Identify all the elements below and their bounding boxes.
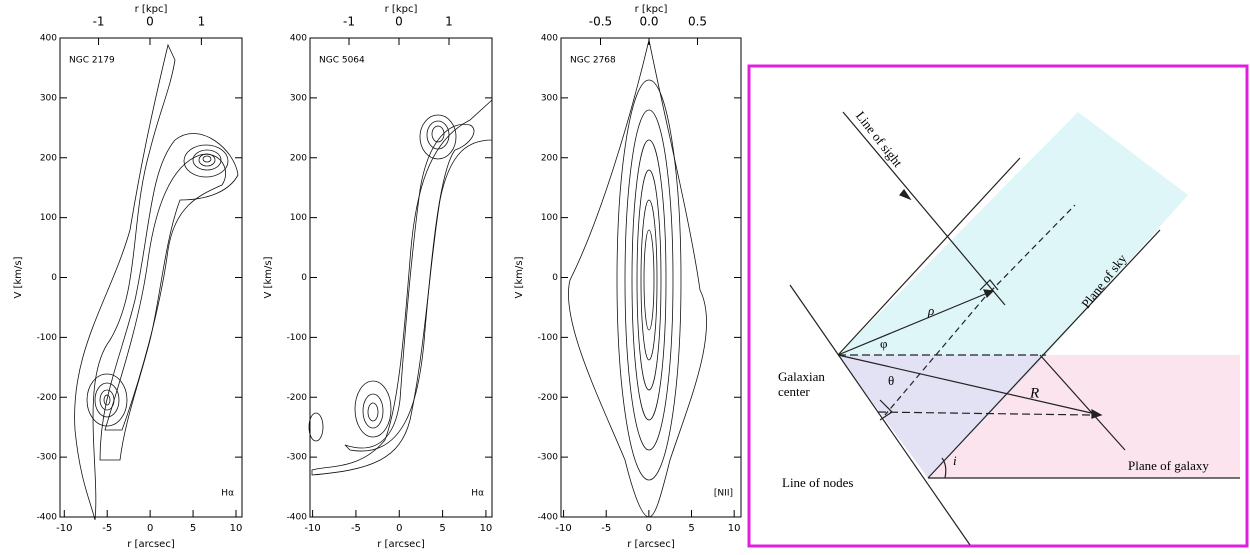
y-tick-label: 200 <box>40 153 57 163</box>
top-axis-label: r [kpc] <box>385 4 418 15</box>
y-tick-label: 100 <box>541 213 558 223</box>
R-label: R <box>1029 385 1039 401</box>
y-tick-label: -400 <box>37 513 58 523</box>
y-tick-label: 200 <box>541 153 558 163</box>
x-tick-label: 5 <box>439 523 445 534</box>
figure: Line of sightPlane of skyρφθGalaxiancent… <box>0 0 1250 555</box>
x2-tick-label: -1 <box>343 15 355 29</box>
contours-2 <box>309 100 492 475</box>
y-tick-label: 300 <box>290 93 307 103</box>
y-tick-label: -100 <box>538 333 559 343</box>
x-tick-label: 10 <box>230 523 243 534</box>
galaxy-name: NGC 2768 <box>570 56 616 66</box>
x-axis-label: r [arcsec] <box>627 539 675 550</box>
plot-frame <box>60 38 242 517</box>
x2-tick-label: 1 <box>198 15 206 29</box>
y-tick-label: -300 <box>538 453 559 463</box>
y-tick-label: 200 <box>290 153 307 163</box>
y-tick-label: 300 <box>541 93 558 103</box>
phi-label: φ <box>880 336 888 351</box>
y-tick-label: -300 <box>287 453 308 463</box>
page: Line of sightPlane of skyρφθGalaxiancent… <box>0 0 1250 555</box>
x-tick-label: -10 <box>56 523 72 534</box>
x-tick-label: -10 <box>555 523 571 534</box>
y-tick-label: 400 <box>40 34 57 44</box>
y-tick-label: -200 <box>37 393 58 403</box>
contours-3 <box>568 40 706 517</box>
i-label: i <box>953 453 957 468</box>
x-tick-label: 10 <box>728 523 741 534</box>
plot-frame <box>310 38 492 517</box>
x-tick-label: 5 <box>190 523 196 534</box>
plane-of-galaxy-label: Plane of galaxy <box>1128 458 1209 473</box>
x-tick-label: 0 <box>147 523 153 534</box>
y-tick-label: -100 <box>37 333 58 343</box>
y-tick-label: 0 <box>51 273 57 283</box>
x-tick-label: -5 <box>601 523 611 534</box>
y-axis-label: V [km/s] <box>514 256 525 298</box>
y-tick-label: -200 <box>538 393 559 403</box>
galaxy-name: NGC 2179 <box>69 56 115 66</box>
y-tick-label: 300 <box>40 93 57 103</box>
y-tick-label: 0 <box>301 273 307 283</box>
galaxian-center-label: center <box>778 384 810 399</box>
plot-frame <box>561 38 741 517</box>
rho-label: ρ <box>927 303 934 318</box>
contours-1 <box>75 45 238 520</box>
y-axis-label: V [km/s] <box>263 256 274 298</box>
x-tick-label: 0 <box>646 523 652 534</box>
y-tick-label: 100 <box>290 213 307 223</box>
y-axis-label: V [km/s] <box>13 256 24 298</box>
line-label: [NII] <box>714 489 733 499</box>
x-tick-label: -10 <box>304 523 320 534</box>
line-label: Hα <box>221 489 234 499</box>
x-tick-label: 5 <box>688 523 694 534</box>
x2-tick-label: 0 <box>395 15 403 29</box>
x2-tick-label: 1 <box>445 15 453 29</box>
x2-tick-label: 0 <box>146 15 154 29</box>
y-tick-label: 400 <box>290 34 307 44</box>
galaxy-name: NGC 5064 <box>319 56 365 66</box>
x-tick-label: -5 <box>351 523 361 534</box>
y-tick-label: 100 <box>40 213 57 223</box>
x-tick-label: 0 <box>396 523 402 534</box>
y-tick-label: -200 <box>287 393 308 403</box>
y-tick-label: -400 <box>538 513 559 523</box>
line-label: Hα <box>471 489 484 499</box>
y-tick-label: -300 <box>37 453 58 463</box>
top-axis-label: r [kpc] <box>635 4 668 15</box>
x-tick-label: 10 <box>480 523 493 534</box>
line-of-nodes-label: Line of nodes <box>782 475 853 490</box>
y-tick-label: 0 <box>552 273 558 283</box>
x2-tick-label: -1 <box>93 15 105 29</box>
y-tick-label: -400 <box>287 513 308 523</box>
x2-tick-label: 0.0 <box>639 15 658 29</box>
x2-tick-label: -0.5 <box>589 15 612 29</box>
top-axis-label: r [kpc] <box>135 4 168 15</box>
x-axis-label: r [arcsec] <box>127 539 175 550</box>
x-axis-label: r [arcsec] <box>377 539 425 550</box>
x2-tick-label: 0.5 <box>688 15 707 29</box>
theta-label: θ <box>888 373 894 388</box>
galaxian-center-label: Galaxian <box>778 369 825 384</box>
y-tick-label: 400 <box>541 34 558 44</box>
x-tick-label: -5 <box>102 523 112 534</box>
y-tick-label: -100 <box>287 333 308 343</box>
